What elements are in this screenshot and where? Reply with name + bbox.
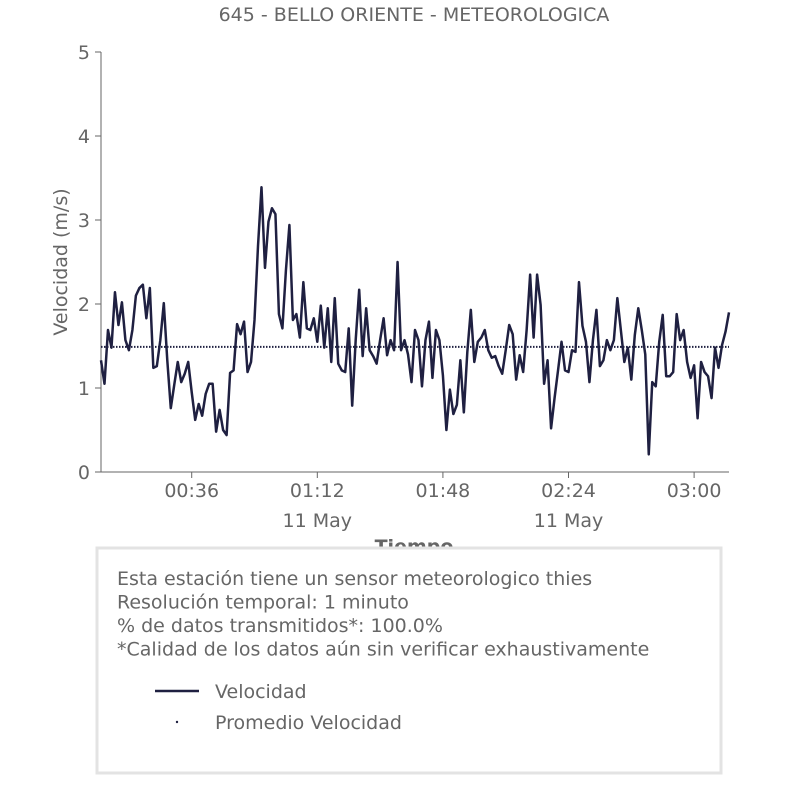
info-box: [95, 546, 723, 775]
y-tick-label: 3: [78, 210, 90, 232]
y-tick-label: 2: [78, 294, 90, 316]
x-tick-label: 00:36: [164, 480, 219, 502]
info-line: *Calidad de los datos aún sin verificar …: [117, 639, 649, 661]
y-tick-label: 0: [78, 462, 90, 484]
velocity-line: [99, 185, 731, 456]
chart-title: 645 - BELLO ORIENTE - METEOROLOGICA: [219, 4, 610, 26]
x-tick-label: 01:48: [416, 480, 471, 502]
info-line: Resolución temporal: 1 minuto: [117, 592, 409, 614]
y-tick-label: 1: [78, 378, 90, 400]
info-line: Esta estación tiene un sensor meteorolog…: [117, 568, 592, 590]
legend-dot: [175, 720, 179, 724]
y-tick-label: 4: [78, 126, 90, 148]
y-axis-label: Velocidad (m/s): [50, 188, 72, 335]
y-tick-label: 5: [78, 42, 90, 64]
x-tick-label: 01:12 11 May: [283, 480, 353, 532]
info-line: % de datos transmitidos*: 100.0%: [117, 615, 443, 637]
x-tick-label: 02:24 11 May: [534, 480, 604, 532]
legend-label: Velocidad: [215, 681, 307, 703]
legend-label: Promedio Velocidad: [215, 712, 402, 734]
x-tick-label: 03:00: [667, 480, 722, 502]
